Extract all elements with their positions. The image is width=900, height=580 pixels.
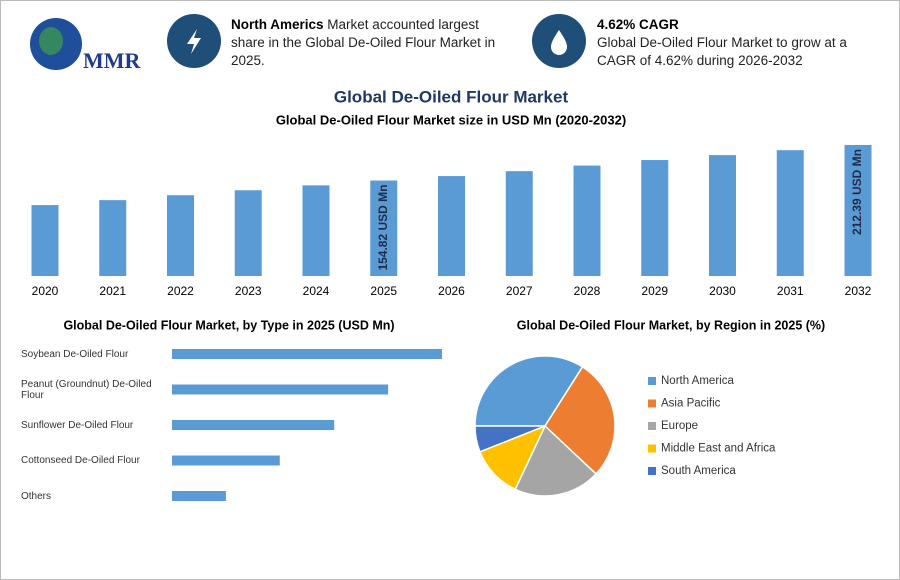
x-tick-label: 2021 bbox=[99, 284, 126, 298]
category-label: Sunflower De-Oiled Flour bbox=[21, 419, 134, 431]
info-box: North Americs Market accounted largest s… bbox=[231, 16, 511, 70]
bar bbox=[172, 384, 389, 395]
x-tick-label: 2026 bbox=[438, 284, 465, 298]
info-bold: 4.62% CAGR bbox=[597, 17, 679, 32]
bar bbox=[573, 165, 601, 276]
value-label: 154.82 USD Mn bbox=[376, 185, 390, 271]
logo-text: MMR bbox=[83, 48, 142, 73]
chart-title: Global De-Oiled Flour Market size in USD… bbox=[276, 112, 626, 127]
x-tick-label: 2025 bbox=[370, 284, 397, 298]
bar bbox=[172, 455, 280, 466]
category-label: Cottonseed De-Oiled Flour bbox=[21, 455, 140, 466]
legend-swatch bbox=[648, 422, 656, 430]
bar bbox=[641, 160, 669, 276]
bar bbox=[172, 349, 442, 359]
legend-swatch bbox=[648, 399, 656, 408]
bolt-icon bbox=[187, 29, 201, 54]
chart-title: Global De-Oiled Flour Market, by Type in… bbox=[63, 318, 394, 332]
bar bbox=[709, 155, 736, 276]
bar bbox=[505, 171, 533, 276]
bar bbox=[31, 205, 59, 276]
category-label: Others bbox=[21, 490, 52, 502]
legend-label: South America bbox=[661, 465, 736, 477]
x-tick-label: 2020 bbox=[32, 284, 59, 298]
bar bbox=[844, 145, 872, 276]
value-label: 212.39 USD Mn bbox=[850, 149, 864, 235]
pie-slice bbox=[474, 425, 546, 453]
legend-swatch bbox=[648, 444, 656, 453]
x-tick-label: 2030 bbox=[709, 284, 736, 298]
main-title: Global De-Oiled Flour Market bbox=[334, 87, 569, 106]
bar bbox=[234, 190, 262, 276]
legend-label: North America bbox=[661, 375, 734, 387]
chart-title: Global De-Oiled Flour Market, by Region … bbox=[517, 318, 825, 332]
x-tick-label: 2029 bbox=[641, 284, 668, 298]
category-label: Soybean De-Oiled Flour bbox=[21, 348, 129, 360]
category-label: Peanut (Groundnut) De-Oiled Flour bbox=[21, 378, 152, 401]
x-tick-label: 2031 bbox=[777, 284, 804, 298]
info-text: Global De-Oiled Flour Market to grow at … bbox=[597, 35, 847, 68]
bar bbox=[438, 176, 465, 276]
bar bbox=[172, 420, 335, 430]
info-text: Market accounted largest share in the Gl… bbox=[231, 17, 496, 68]
legend-label: Asia Pacific bbox=[661, 398, 721, 410]
pie-slice bbox=[514, 424, 598, 497]
x-tick-label: 2027 bbox=[506, 284, 533, 298]
x-tick-label: 2023 bbox=[235, 284, 262, 298]
bar bbox=[776, 150, 804, 276]
bar bbox=[167, 195, 194, 276]
legend-swatch bbox=[648, 377, 656, 385]
bar bbox=[302, 185, 330, 276]
legend-label: Middle East and Africa bbox=[661, 443, 776, 455]
info-box: 4.62% CAGR Global De-Oiled Flour Market t… bbox=[597, 16, 877, 70]
bar bbox=[99, 200, 127, 276]
x-tick-label: 2024 bbox=[303, 284, 330, 298]
bar bbox=[172, 491, 226, 501]
x-tick-label: 2028 bbox=[574, 284, 601, 298]
x-tick-label: 2022 bbox=[167, 284, 194, 298]
pie-slice bbox=[544, 365, 616, 475]
drop-icon bbox=[551, 30, 567, 55]
x-tick-label: 2032 bbox=[845, 284, 872, 298]
bar bbox=[370, 180, 398, 276]
legend-swatch bbox=[648, 467, 656, 475]
logo-land bbox=[39, 27, 63, 55]
legend-label: Europe bbox=[661, 420, 698, 432]
info-bold: North Americs bbox=[231, 17, 324, 32]
